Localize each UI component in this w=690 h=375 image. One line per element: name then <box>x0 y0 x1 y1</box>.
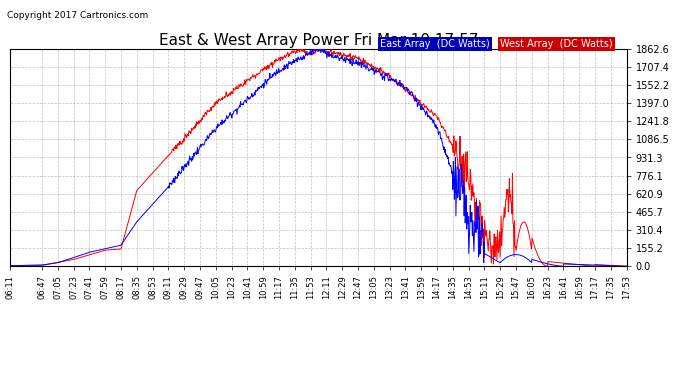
Text: East Array  (DC Watts): East Array (DC Watts) <box>380 39 490 49</box>
Text: West Array  (DC Watts): West Array (DC Watts) <box>500 39 613 49</box>
Title: East & West Array Power Fri Mar 10 17:57: East & West Array Power Fri Mar 10 17:57 <box>159 33 478 48</box>
Text: Copyright 2017 Cartronics.com: Copyright 2017 Cartronics.com <box>7 11 148 20</box>
